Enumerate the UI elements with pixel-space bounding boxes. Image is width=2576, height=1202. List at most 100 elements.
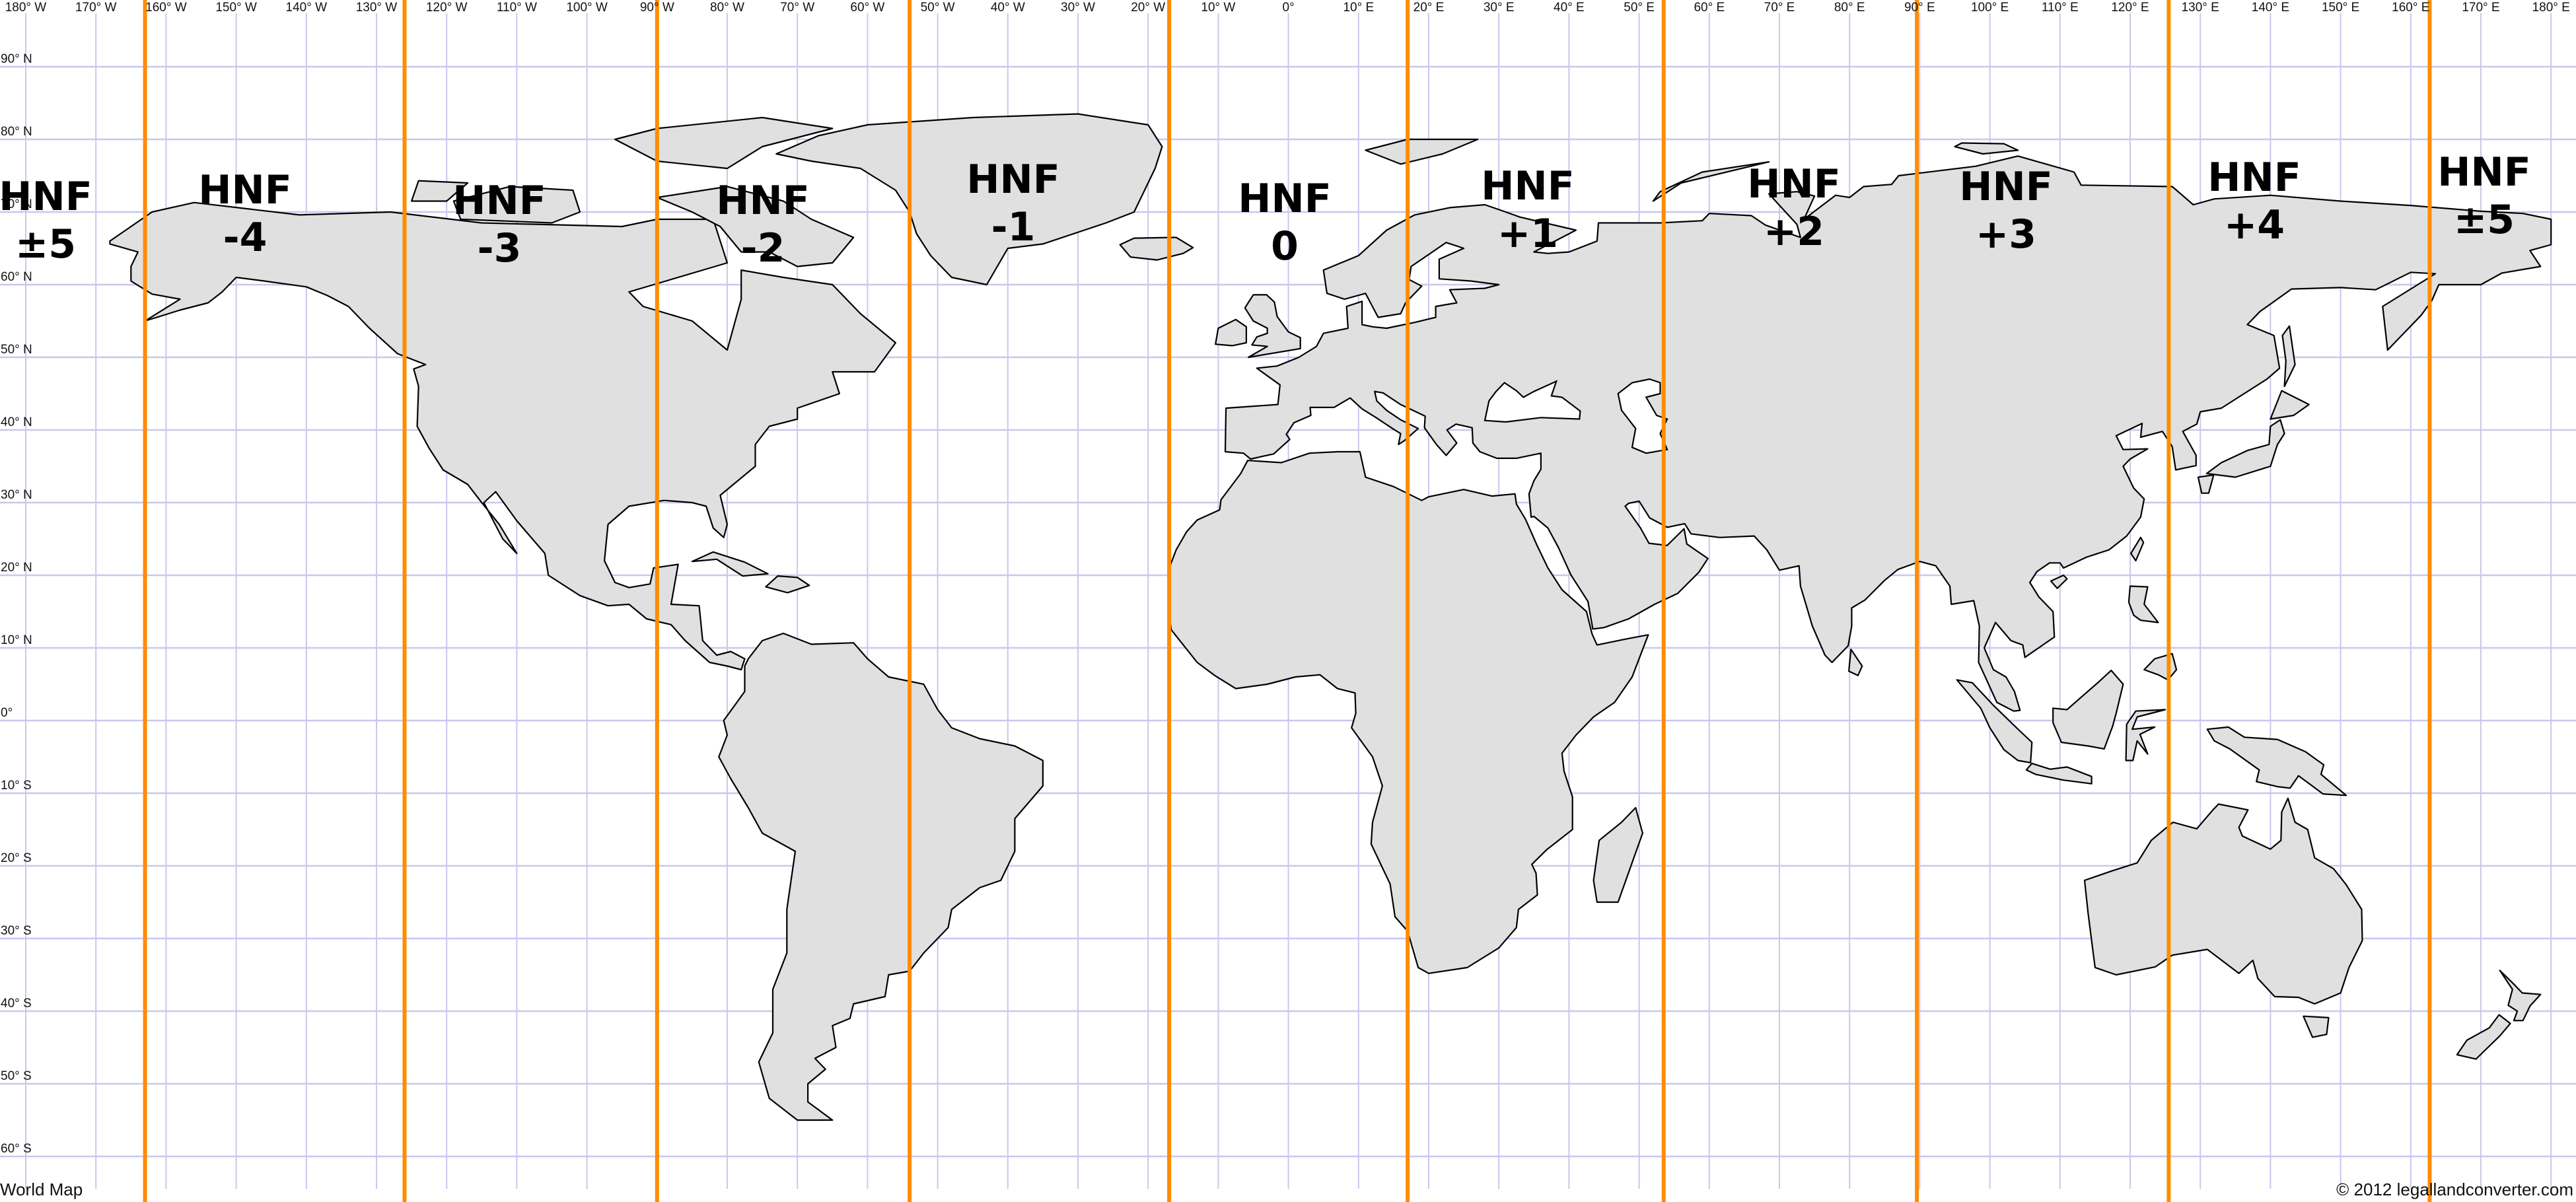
tasmania (2303, 1015, 2330, 1038)
longitude-label: 70° E (1764, 1, 1795, 15)
zone-name: HNF (1481, 163, 1575, 209)
madagascar (1592, 806, 1643, 903)
zone-label: HNF ±5 (2437, 149, 2530, 244)
longitude-label: 140° E (2252, 1, 2289, 15)
longitude-label: 150° W (215, 1, 257, 15)
copyright-notice: © 2012 legallandconverter.com (2336, 1180, 2573, 1199)
longitude-label: 160° E (2392, 1, 2429, 15)
latitude-label: 10° S (1, 779, 32, 793)
zone-boundaries (143, 0, 2432, 1202)
zone-offset: +3 (1975, 211, 2037, 258)
longitude-label: 170° W (75, 1, 117, 15)
latitude-label: 70° N (1, 197, 32, 211)
java (2025, 762, 2093, 785)
map-title: World Map (0, 1180, 83, 1199)
longitude-label: 10° E (1343, 1, 1374, 15)
zone-name: HNF (0, 174, 92, 220)
zone-offset: -1 (991, 204, 1036, 250)
longitude-label: 170° E (2462, 1, 2499, 15)
ellesmere-island (614, 116, 834, 170)
victoria-island (452, 186, 581, 224)
hokkaido (2270, 390, 2310, 420)
longitude-label: 90° E (1904, 1, 1935, 15)
greenland (775, 113, 1163, 286)
zone-offset: +2 (1763, 209, 1825, 255)
latitude-label: 60° N (1, 270, 32, 284)
black-sea (1484, 380, 1581, 423)
longitude-label: 30° E (1484, 1, 1515, 15)
longitude-label: 120° E (2111, 1, 2149, 15)
zone-label: HNF +2 (1747, 160, 1840, 256)
zone-label: HNF -2 (716, 177, 809, 272)
longitude-label: 20° E (1413, 1, 1445, 15)
new-zealand-north (2499, 970, 2542, 1022)
luzon (2128, 585, 2159, 623)
longitude-label: 180° W (5, 1, 47, 15)
zone-offset: -4 (223, 215, 268, 261)
latitude-label: 50° S (1, 1069, 32, 1083)
caspian-sea (1617, 378, 1668, 454)
zone-label: HNF -4 (198, 166, 291, 262)
hispaniola (765, 575, 810, 594)
longitude-label: 100° W (566, 1, 608, 15)
australia (2083, 797, 2363, 1005)
zone-offset: ±5 (15, 221, 77, 267)
longitude-label: 10° W (1201, 1, 1235, 15)
longitude-label: 160° W (145, 1, 187, 15)
longitude-label: 50° W (921, 1, 955, 15)
longitude-label: 130° E (2182, 1, 2219, 15)
hainan (2050, 574, 2068, 589)
mindanao (2143, 653, 2178, 681)
latitude-label: 40° S (1, 997, 32, 1010)
zone-label: HNF -1 (966, 156, 1059, 251)
north-america (109, 201, 897, 671)
zone-name: HNF (198, 167, 292, 213)
svalbard (1365, 138, 1479, 165)
zone-name: HNF (2207, 155, 2301, 201)
severnaya-zemlya (1954, 142, 2019, 155)
zone-label: HNF +3 (1959, 163, 2052, 258)
graticule (0, 13, 2576, 1189)
honshu (2205, 419, 2285, 478)
latitude-label: 90° N (1, 52, 32, 66)
longitude-label: 40° E (1554, 1, 1585, 15)
latitude-label: 20° N (1, 561, 32, 575)
sumatra (1956, 679, 2033, 763)
longitude-label: 60° W (850, 1, 884, 15)
longitude-label: 30° W (1061, 1, 1095, 15)
latitude-label: 80° N (1, 125, 32, 139)
zone-name: HNF (452, 178, 546, 224)
zone-name: HNF (1959, 164, 2053, 210)
banks-island (410, 180, 469, 202)
zone-label: HNF 0 (1238, 175, 1331, 270)
eurasia (1224, 155, 2552, 712)
zone-name: HNF (1747, 161, 1841, 207)
longitude-label: 60° E (1694, 1, 1725, 15)
longitude-label: 110° W (497, 1, 537, 15)
zone-offset: +1 (1497, 211, 1559, 257)
longitude-label: 80° E (1834, 1, 1865, 15)
longitude-label: 90° W (640, 1, 674, 15)
ireland (1215, 318, 1248, 347)
sri-lanka (1848, 649, 1863, 676)
zone-name: HNF (966, 157, 1060, 203)
zone-name: HNF (2437, 149, 2531, 195)
baffin-island (656, 186, 855, 267)
longitude-label: 0° (1283, 1, 1295, 15)
zone-offset: 0 (1271, 223, 1299, 269)
zone-offset: -3 (477, 225, 522, 271)
sulawesi (2125, 709, 2166, 761)
latitude-label: 30° N (1, 488, 32, 502)
longitude-label: 110° E (2042, 1, 2079, 15)
novaya-zemlya (1652, 161, 1770, 202)
longitude-label: 40° W (991, 1, 1025, 15)
longitude-label: 120° W (426, 1, 468, 15)
latitude-label: 20° S (1, 851, 32, 865)
longitude-label: 130° W (356, 1, 398, 15)
longitude-label: 140° W (286, 1, 328, 15)
zone-label: HNF -3 (452, 177, 546, 272)
zone-label: HNF +4 (2207, 154, 2301, 249)
longitude-label: 180° E (2532, 1, 2570, 15)
kyushu (2197, 474, 2215, 494)
